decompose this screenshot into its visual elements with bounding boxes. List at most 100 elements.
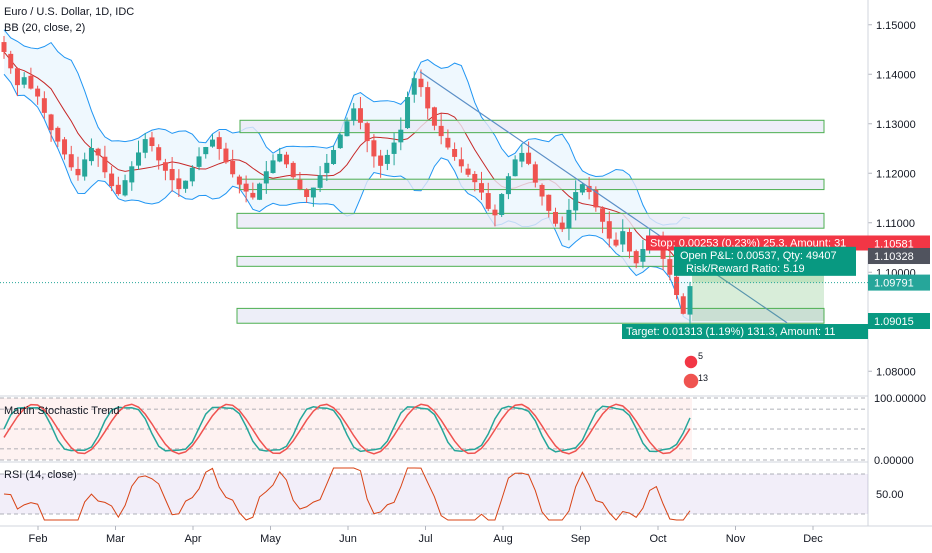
candle-body bbox=[546, 194, 552, 211]
stoch-tick-label-bottom: 0.00000 bbox=[874, 455, 914, 467]
candle-body bbox=[102, 156, 108, 173]
candle-body bbox=[68, 154, 74, 168]
time-tick-label: Oct bbox=[649, 533, 666, 545]
candle-body bbox=[405, 97, 411, 129]
candle-body bbox=[55, 127, 61, 142]
stoch-legend[interactable]: Martin Stochastic Trend bbox=[4, 405, 120, 417]
rsi-line bbox=[3, 467, 691, 521]
event-badge-count-1: 5 bbox=[698, 351, 703, 361]
candle-body bbox=[82, 159, 88, 177]
bb-upper-line bbox=[3, 29, 691, 226]
candle-body bbox=[62, 139, 68, 155]
candle-body bbox=[236, 176, 242, 185]
stoch-k-line bbox=[3, 405, 691, 453]
candle-body bbox=[479, 183, 485, 193]
entry-price-tag: 1.10328 bbox=[874, 251, 914, 263]
stop-label-box bbox=[646, 235, 868, 251]
rsi-band bbox=[0, 474, 868, 514]
candle-body bbox=[270, 160, 276, 174]
price-tick-label: 1.14000 bbox=[876, 69, 916, 81]
event-badge-icon-1 bbox=[683, 354, 699, 370]
candle-body bbox=[243, 183, 249, 192]
horizontal-zone bbox=[236, 212, 825, 229]
candle-body bbox=[579, 184, 585, 193]
candle-body bbox=[142, 139, 148, 153]
candle-body bbox=[277, 153, 283, 162]
stop-price-tag-box bbox=[868, 235, 930, 252]
candle-body bbox=[203, 147, 209, 155]
candle-body bbox=[606, 221, 612, 239]
stop-label: Stop: 0.00253 (0.23%) 25.3, Amount: 31 bbox=[650, 237, 846, 249]
candle-body bbox=[41, 98, 47, 113]
price-tick-label: 1.13000 bbox=[876, 119, 916, 131]
candle-body bbox=[505, 176, 511, 195]
candle-body bbox=[398, 129, 404, 143]
candle-body bbox=[633, 251, 639, 264]
candle-body bbox=[566, 209, 572, 229]
pnl-label: Open P&L: 0.00537, Qty: 49407 bbox=[680, 250, 837, 262]
entry-price-tag-box bbox=[868, 248, 930, 265]
candle-body bbox=[512, 159, 518, 177]
candle-body bbox=[48, 114, 54, 131]
candle-body bbox=[337, 134, 343, 149]
candle-body bbox=[317, 175, 323, 188]
time-tick-label: Aug bbox=[493, 533, 513, 545]
candle-body bbox=[667, 259, 673, 275]
candle-body bbox=[290, 162, 296, 178]
candle-body bbox=[189, 167, 195, 182]
candle-body bbox=[485, 193, 491, 209]
time-tick-label: Mar bbox=[106, 533, 125, 545]
candle-body bbox=[75, 168, 81, 176]
candle-body bbox=[620, 231, 626, 245]
candle-body bbox=[95, 148, 101, 156]
rr-label: Risk/Reward Ratio: 5.19 bbox=[686, 263, 805, 275]
candle-body bbox=[35, 88, 41, 97]
time-tick-label: Apr bbox=[184, 533, 201, 545]
candle-body bbox=[115, 184, 121, 195]
candle-body bbox=[136, 152, 142, 166]
stoch-tick-label-top: 100.00000 bbox=[874, 393, 926, 405]
bb-band-fill bbox=[4, 29, 690, 321]
candle-body bbox=[687, 286, 693, 315]
time-tick-label: Sep bbox=[571, 533, 591, 545]
bb-legend[interactable]: BB (20, close, 2) bbox=[4, 22, 86, 34]
target-price-tag-box bbox=[868, 313, 930, 330]
candle-body bbox=[21, 77, 27, 85]
rsi-tick-label: 50.00 bbox=[876, 489, 904, 501]
candle-body bbox=[129, 166, 135, 183]
candle-body bbox=[674, 276, 680, 296]
last-price-tag: 1.09791 bbox=[874, 278, 914, 290]
candle-body bbox=[492, 209, 498, 216]
candle-body bbox=[122, 180, 128, 196]
candle-body bbox=[331, 149, 337, 165]
candle-body bbox=[438, 125, 444, 137]
candle-body bbox=[344, 121, 350, 137]
candle-body bbox=[169, 169, 175, 181]
candle-body bbox=[357, 108, 363, 123]
candle-body bbox=[149, 137, 155, 147]
candle-body bbox=[162, 162, 168, 171]
candle-body bbox=[14, 68, 20, 86]
target-label-box bbox=[622, 324, 868, 340]
candle-body bbox=[680, 296, 686, 314]
candle-body bbox=[216, 137, 222, 149]
candle-body bbox=[573, 192, 579, 211]
candle-body bbox=[465, 168, 471, 175]
last-price-tag-box bbox=[868, 274, 930, 291]
symbol-title[interactable]: Euro / U.S. Dollar, 1D, IDC bbox=[4, 6, 135, 18]
rsi-legend[interactable]: RSI (14, close) bbox=[4, 469, 77, 481]
candle-body bbox=[304, 189, 310, 198]
candle-body bbox=[257, 183, 263, 200]
candle-body bbox=[418, 78, 424, 88]
candle-body bbox=[458, 159, 464, 167]
candle-body bbox=[411, 78, 417, 95]
candle-body bbox=[452, 148, 458, 157]
candle-body bbox=[351, 108, 357, 121]
horizontal-zone bbox=[239, 119, 825, 134]
time-tick-label: May bbox=[260, 533, 281, 545]
trendline bbox=[419, 71, 788, 324]
candle-body bbox=[472, 173, 478, 183]
candle-body bbox=[552, 211, 558, 224]
